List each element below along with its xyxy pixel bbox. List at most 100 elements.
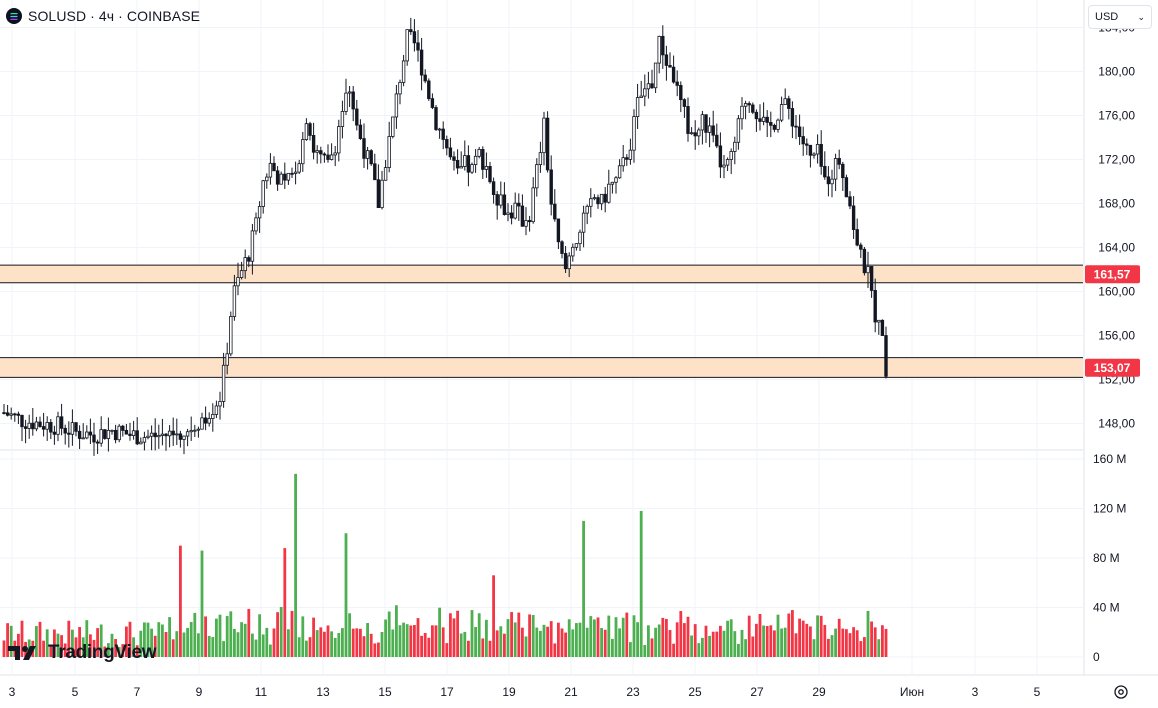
candle-up (610, 181, 615, 185)
candle-up (301, 139, 305, 165)
candle-down (772, 124, 777, 130)
currency-value: USD (1095, 11, 1119, 23)
candle-down (859, 244, 863, 250)
volume-bar (531, 615, 535, 657)
volume-bar (377, 642, 380, 657)
volume-bar (589, 616, 593, 657)
volume-tick-label: 160 M (1093, 452, 1126, 466)
candle-up (830, 178, 834, 185)
time-axis[interactable]: 3 5 7 9 11 13 15 17 19 21 23 25 27 29 Июн 3 5 (9, 685, 1041, 699)
candle-up (261, 180, 265, 207)
candle-down (808, 144, 813, 156)
volume-bar (571, 629, 575, 657)
volume-bar (747, 615, 751, 657)
volume-bar (369, 633, 373, 657)
candle-up (380, 179, 384, 209)
volume-bar (679, 611, 683, 657)
volume-bar (330, 631, 333, 657)
volume-bar (521, 627, 524, 657)
volume-bar (812, 639, 816, 657)
volume-bar (207, 635, 211, 657)
candle-up (571, 246, 575, 257)
candle-up (635, 97, 640, 117)
volume-bar (567, 619, 571, 657)
volume-bar (607, 615, 611, 657)
candle-down (203, 417, 208, 424)
candle-up (599, 193, 604, 205)
volume-bar (787, 613, 791, 657)
candle-down (113, 429, 118, 441)
candle-up (779, 104, 784, 121)
time-tick-label: 11 (255, 685, 268, 699)
candle-up (182, 435, 186, 440)
candle-up (653, 62, 658, 89)
volume-bar (513, 622, 517, 657)
volume-bar (6, 623, 9, 657)
volume-bar (654, 627, 657, 657)
candle-up (531, 187, 535, 223)
candle-down (247, 257, 251, 262)
volume-bar (438, 607, 441, 657)
candle-up (729, 151, 733, 160)
candle-down (272, 162, 276, 172)
candle-down (801, 136, 805, 145)
volume-bar (596, 617, 600, 657)
volume-bar (114, 639, 117, 657)
candle-up (81, 437, 85, 440)
tradingview-logo[interactable]: TradingView (8, 642, 157, 664)
volume-bar (776, 614, 780, 657)
candle-down (664, 54, 669, 66)
candle-down (682, 99, 687, 107)
time-tick-label: 13 (316, 685, 330, 699)
volume-bar (233, 628, 236, 657)
candle-down (805, 143, 809, 146)
candle-up (477, 149, 481, 157)
volume-tick-label: 80 M (1093, 551, 1120, 565)
candle-down (326, 154, 330, 160)
volume-bar (258, 614, 261, 657)
candle-down (747, 103, 751, 106)
volume-bar (791, 610, 794, 657)
currency-dropdown[interactable]: USD ⌄ (1088, 5, 1152, 29)
candle-up (27, 422, 31, 429)
candle-down (362, 138, 366, 159)
candle-down (797, 126, 802, 137)
candle-up (405, 29, 409, 62)
volume-bar (337, 633, 341, 657)
candle-down (563, 253, 568, 270)
volume-bar (20, 620, 24, 657)
candle-down (427, 80, 431, 100)
level-zone (0, 357, 1083, 378)
candle-down (455, 160, 460, 169)
volume-bar (211, 637, 215, 657)
volume-bar (884, 628, 888, 657)
volume-bar (319, 627, 323, 657)
volume-bar (71, 629, 74, 657)
candle-down (466, 155, 471, 173)
volume-bar (197, 633, 200, 657)
candle-down (441, 128, 445, 140)
volume-bar (625, 612, 629, 657)
candle-down (452, 156, 456, 161)
candle-up (614, 177, 618, 183)
volume-bar (391, 629, 395, 657)
candle-up (812, 153, 816, 156)
candle-down (430, 98, 435, 108)
symbol-title[interactable]: SOLUSD · 4ч · COINBASE (28, 8, 201, 24)
candle-up (347, 91, 352, 94)
candle-down (412, 31, 417, 44)
candle-up (524, 220, 528, 227)
volume-bar (675, 622, 679, 657)
volume-bar (2, 640, 6, 657)
volume-bar (427, 637, 431, 657)
volume-bar (254, 639, 258, 657)
price-tick-label: 148,00 (1098, 417, 1135, 431)
candle-down (488, 166, 492, 183)
candle-down (758, 118, 762, 122)
volume-bar (150, 628, 153, 657)
candle-up (315, 150, 319, 153)
candle-down (855, 229, 859, 246)
candle-down (88, 431, 93, 436)
settings-gear-icon[interactable] (1112, 683, 1130, 701)
